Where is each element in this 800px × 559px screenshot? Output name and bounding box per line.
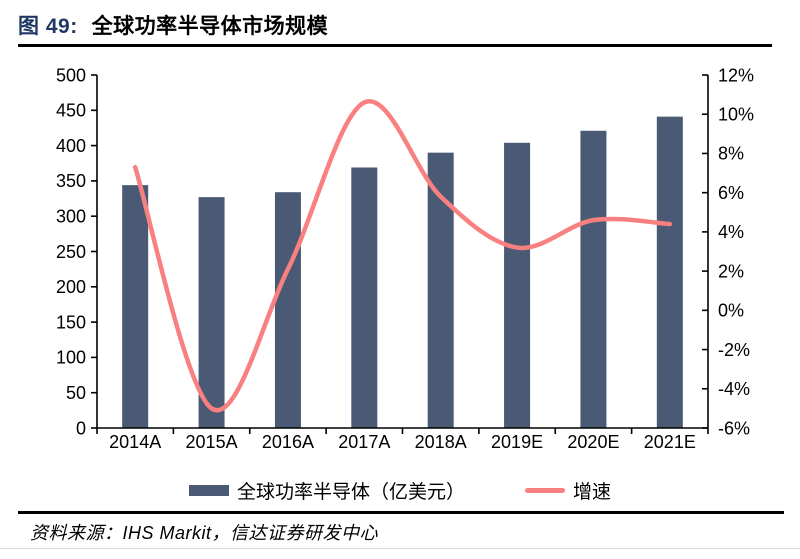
x-category-label: 2014A xyxy=(109,432,161,452)
x-category-label: 2019E xyxy=(491,432,543,452)
x-category-label: 2020E xyxy=(567,432,619,452)
combo-chart: 0 50 100 150 200 250 300 350 400 450 500 -6% -4% -2% 0… xyxy=(56,65,754,452)
right-tick-label: -6% xyxy=(718,418,750,438)
x-category-label: 2016A xyxy=(262,432,314,452)
left-tick-label: 150 xyxy=(56,312,86,332)
right-tick-label: 6% xyxy=(718,183,744,203)
chart-legend: 全球功率半导体（亿美元） 增速 xyxy=(0,477,800,504)
bar-2017A xyxy=(351,167,378,428)
left-tick-label: 300 xyxy=(56,207,86,227)
growth-line xyxy=(132,99,673,413)
line-series-label: 增速 xyxy=(573,482,612,503)
right-tick-label: 0% xyxy=(718,301,744,321)
left-tick-label: 400 xyxy=(56,136,86,156)
left-tick-label: 500 xyxy=(56,65,86,85)
left-tick-label: 250 xyxy=(56,242,86,262)
right-tick-label: 12% xyxy=(718,65,754,85)
right-tick-label: 2% xyxy=(718,261,744,281)
figure-title-text: 全球功率半导体市场规模 xyxy=(91,15,329,38)
bar-2020E xyxy=(580,130,607,429)
bar-2021E xyxy=(656,116,683,429)
figure-title: 图 49: 全球功率半导体市场规模 xyxy=(18,10,328,40)
bar-2014A xyxy=(122,185,149,428)
figure-number-label: 图 49: xyxy=(18,15,78,38)
line-series-swatch xyxy=(525,488,565,493)
source-note: 资料来源：IHS Markit，信达证券研发中心 xyxy=(30,523,379,543)
legend-item-bar-series: 全球功率半导体（亿美元） xyxy=(188,477,465,504)
x-category-label: 2015A xyxy=(186,432,238,452)
title-underline xyxy=(18,44,772,47)
bar-2019E xyxy=(504,142,531,428)
bar-series-label: 全球功率半导体（亿美元） xyxy=(236,482,465,503)
right-tick-label: -4% xyxy=(718,379,750,399)
page-bottom-rule xyxy=(0,548,800,549)
right-tick-label: -2% xyxy=(718,340,750,360)
x-category-label: 2021E xyxy=(644,432,696,452)
bar-series-swatch xyxy=(188,485,229,496)
right-tick-label: 8% xyxy=(718,144,744,164)
footer-separator xyxy=(18,511,784,514)
left-tick-label: 50 xyxy=(66,383,86,403)
x-category-label: 2017A xyxy=(338,432,390,452)
left-tick-label: 0 xyxy=(76,418,86,438)
bar-2016A xyxy=(274,192,301,428)
bar-2015A xyxy=(198,197,225,428)
legend-item-line-series: 增速 xyxy=(525,477,611,504)
left-tick-label: 100 xyxy=(56,348,86,368)
right-tick-label: 4% xyxy=(718,222,744,242)
left-tick-label: 450 xyxy=(56,101,86,121)
left-tick-label: 350 xyxy=(56,171,86,191)
left-tick-label: 200 xyxy=(56,277,86,297)
right-tick-label: 10% xyxy=(718,105,754,125)
x-category-label: 2018A xyxy=(415,432,467,452)
